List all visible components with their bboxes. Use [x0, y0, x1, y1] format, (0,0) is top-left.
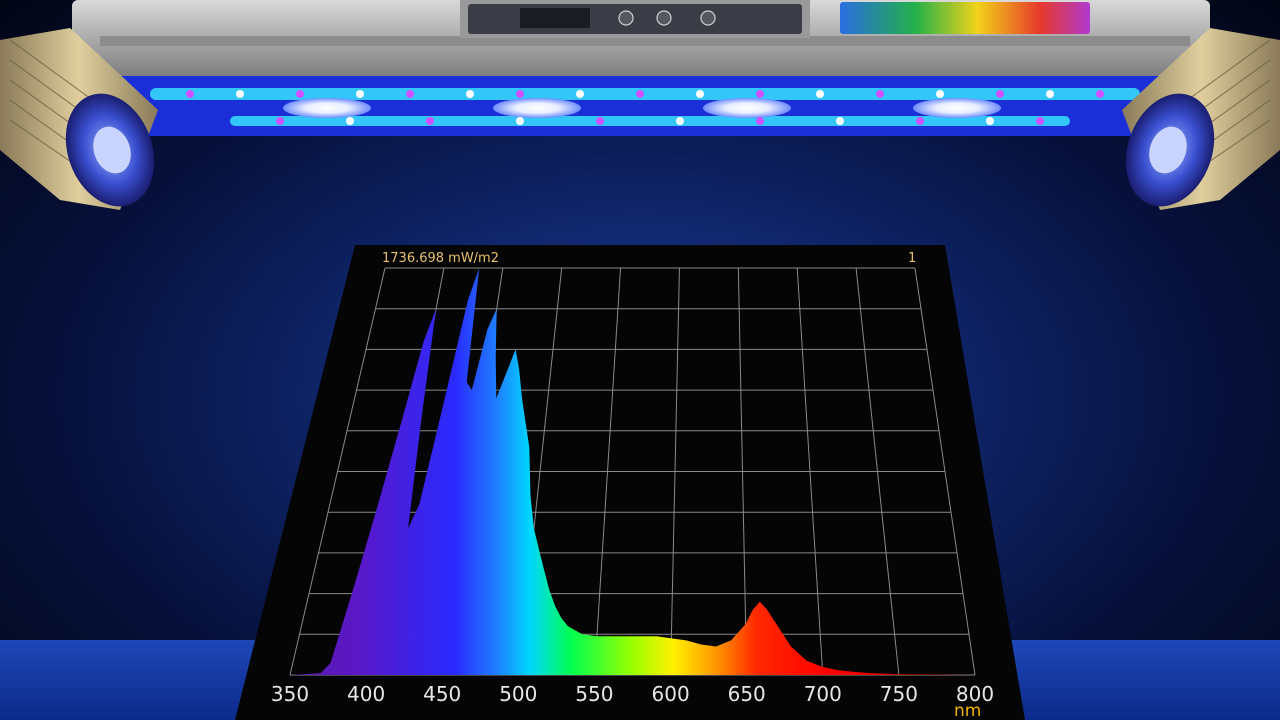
led-lens-icon	[493, 98, 581, 118]
display-window	[520, 8, 590, 28]
x-tick-label: 650	[728, 682, 766, 706]
x-tick-label: 550	[575, 682, 613, 706]
x-tick-label: 700	[804, 682, 842, 706]
brand-label-sticker	[840, 2, 1090, 34]
x-axis-ticks: 350 400 450 500 550 600 650 700 750 800	[271, 682, 994, 706]
led-fixture-icon	[72, 0, 1210, 136]
x-tick-label: 350	[271, 682, 309, 706]
control-button-icon	[618, 10, 634, 26]
x-axis-unit-label: nm	[954, 701, 981, 720]
spotlight-icon	[1122, 28, 1280, 210]
x-tick-label: 600	[652, 682, 690, 706]
control-button-icon	[700, 10, 716, 26]
led-lens-icon	[703, 98, 791, 118]
spotlight-icon	[0, 28, 158, 210]
x-tick-label: 450	[423, 682, 461, 706]
irradiance-readout: 1736.698 mW/m2	[382, 251, 499, 266]
channel-indicator: 1	[908, 251, 916, 266]
spectrum-series-area	[290, 268, 975, 675]
x-tick-label: 500	[499, 682, 537, 706]
x-tick-label: 400	[347, 682, 385, 706]
x-tick-label: 800	[956, 682, 994, 706]
led-lens-icon	[913, 98, 1001, 118]
x-tick-label: 750	[880, 682, 918, 706]
led-lens-icon	[283, 98, 371, 118]
control-button-icon	[656, 10, 672, 26]
